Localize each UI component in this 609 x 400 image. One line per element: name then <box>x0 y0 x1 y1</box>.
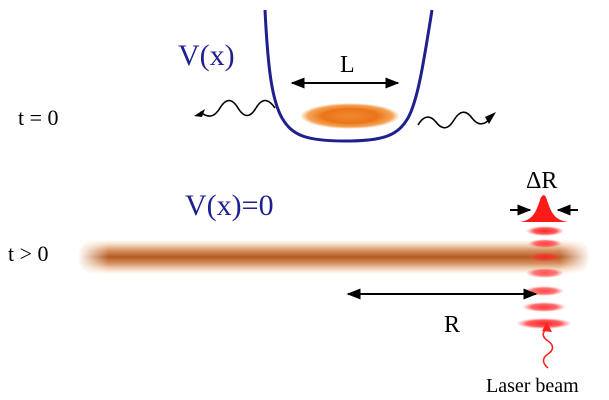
laser-gaussian-profile <box>520 195 568 222</box>
potential-label-trapped: V(x) <box>178 39 235 72</box>
laser-beam-label: Laser beam <box>486 375 579 397</box>
distance-label: R <box>444 312 460 338</box>
time-label-initial: t = 0 <box>18 105 59 130</box>
left-wavy-arrow <box>199 99 276 117</box>
right-wavy-arrow <box>417 111 493 129</box>
trap-width-label: L <box>340 52 355 78</box>
potential-label-free: V(x)=0 <box>185 189 274 222</box>
resolution-label: ΔR <box>526 168 557 194</box>
trapped-atom-cloud <box>300 103 400 129</box>
trap-potential-curve <box>263 9 434 143</box>
laser-squiggle-arrowhead <box>542 322 552 332</box>
right-wave-arrowhead <box>485 112 496 124</box>
laser-squiggle-arrow <box>542 328 554 369</box>
expanded-atom-cloud <box>78 238 590 276</box>
time-label-later: t > 0 <box>8 241 49 266</box>
left-wave-arrowhead <box>194 109 205 117</box>
